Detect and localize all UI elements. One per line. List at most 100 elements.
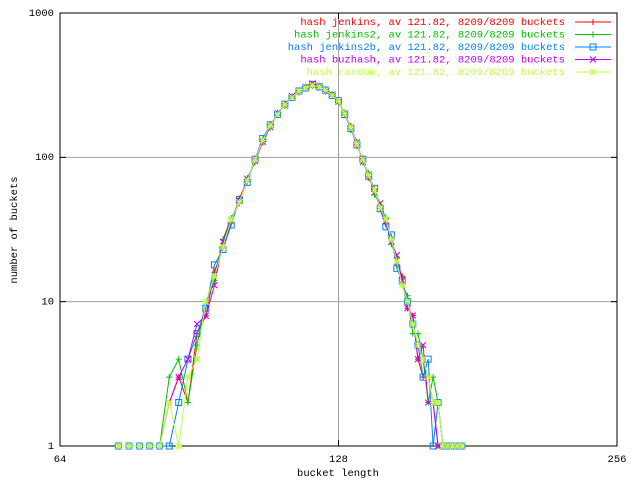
legend-label: hash random, av 121.82, 8209/8209 bucket…	[307, 67, 565, 79]
data-point	[175, 442, 183, 450]
data-point	[227, 216, 235, 224]
legend-marker	[590, 31, 596, 38]
legend-marker	[589, 56, 597, 63]
data-point	[266, 122, 274, 129]
data-point	[136, 442, 143, 450]
data-point	[315, 83, 323, 90]
data-point	[419, 355, 427, 363]
data-point	[458, 442, 466, 450]
legend-label: hash jenkins2b, av 121.82, 8209/8209 buc…	[288, 42, 565, 54]
data-point	[251, 156, 259, 164]
data-point	[335, 97, 342, 105]
y-axis-label: number of buckets	[9, 176, 21, 283]
data-point	[274, 110, 281, 118]
data-point	[315, 83, 323, 91]
data-point	[146, 442, 154, 450]
legend-marker	[589, 43, 597, 51]
data-point	[235, 198, 243, 206]
data-point	[309, 82, 316, 89]
legend-marker	[589, 68, 597, 76]
data-point	[114, 442, 122, 450]
data-point	[371, 184, 379, 192]
data-point	[424, 355, 432, 363]
data-point	[184, 399, 191, 406]
data-point	[156, 442, 163, 450]
data-point	[243, 177, 251, 184]
data-point	[227, 221, 235, 229]
data-point	[449, 442, 456, 450]
data-point	[444, 442, 452, 450]
data-point	[146, 442, 154, 450]
data-point	[404, 298, 412, 306]
data-point	[393, 258, 401, 265]
data-point	[175, 399, 183, 407]
data-point	[184, 355, 192, 363]
data-point	[424, 399, 432, 406]
data-point	[347, 124, 355, 131]
data-point	[414, 355, 422, 363]
data-point	[166, 374, 173, 381]
data-point	[409, 320, 417, 328]
data-point	[175, 356, 182, 363]
data-point	[266, 121, 274, 129]
x-axis-label: bucket length	[297, 468, 379, 480]
data-point	[328, 91, 336, 99]
data-point	[281, 101, 289, 109]
y-tick-label: 1000	[29, 8, 54, 20]
data-point	[439, 442, 447, 450]
data-point	[387, 231, 395, 239]
data-point	[371, 187, 378, 194]
data-point	[434, 442, 442, 450]
data-point	[193, 355, 201, 363]
data-point	[135, 442, 143, 450]
data-point	[414, 341, 422, 349]
data-point	[259, 137, 267, 144]
legend-label: hash jenkins2, av 121.82, 8209/8209 buck…	[294, 29, 565, 41]
legend-label: hash jenkins, av 121.82, 8209/8209 bucke…	[300, 17, 565, 29]
data-point	[353, 140, 361, 148]
data-point	[453, 442, 461, 450]
x-tick-label: 64	[54, 454, 67, 466]
data-point	[414, 341, 422, 349]
data-point	[211, 272, 218, 280]
legend-marker	[590, 19, 596, 25]
data-point	[434, 399, 442, 406]
y-tick-label: 10	[41, 296, 54, 308]
data-point	[288, 93, 296, 101]
data-point	[125, 442, 133, 450]
data-point	[398, 281, 406, 289]
legend-label: hash buzhash, av 121.82, 8209/8209 bucke…	[300, 54, 565, 66]
data-point	[302, 84, 310, 91]
data-point	[295, 88, 303, 95]
data-point	[382, 216, 390, 224]
data-point	[165, 399, 173, 406]
data-point	[398, 277, 406, 285]
x-tick-label: 256	[608, 454, 627, 466]
plot-border	[59, 12, 618, 447]
data-point	[376, 204, 384, 211]
data-point	[235, 196, 243, 204]
data-point	[388, 236, 395, 243]
data-point	[341, 110, 349, 117]
data-point	[365, 172, 373, 179]
data-point	[202, 298, 210, 306]
data-point	[175, 373, 183, 381]
data-point	[414, 330, 421, 337]
data-point	[184, 373, 192, 381]
y-tick-label: 1	[48, 441, 54, 453]
data-point	[404, 298, 411, 306]
data-point	[359, 156, 367, 164]
data-point	[429, 442, 437, 450]
y-tick-label: 100	[35, 152, 54, 164]
data-point	[419, 341, 427, 349]
data-point	[429, 399, 437, 406]
data-point	[424, 373, 432, 381]
x-tick-label: 128	[329, 454, 348, 466]
data-point	[219, 243, 227, 251]
data-point	[114, 442, 122, 450]
data-point	[193, 320, 201, 328]
data-point	[202, 304, 210, 312]
